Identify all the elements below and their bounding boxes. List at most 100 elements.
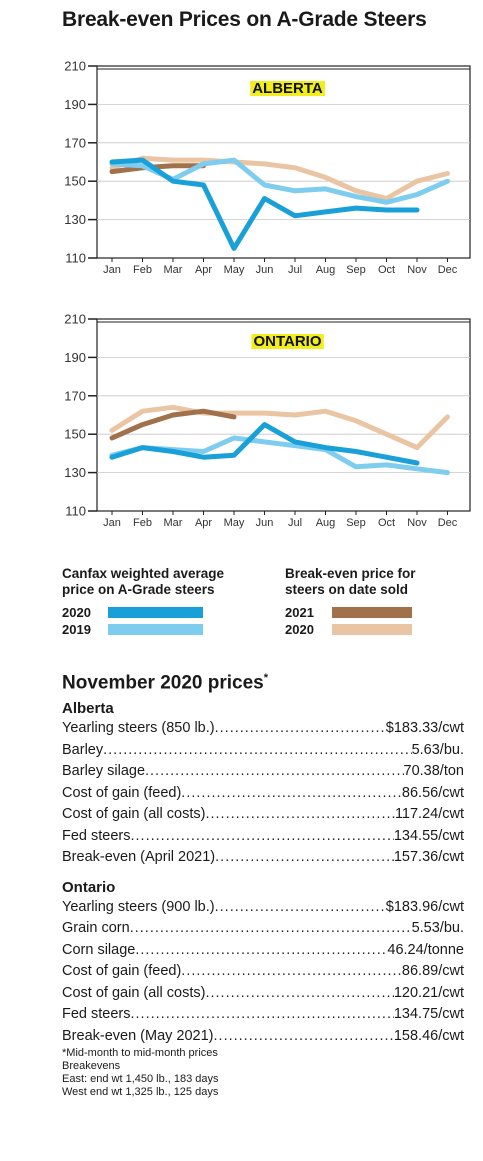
legend-swatch-breakeven-2020 [332, 624, 412, 635]
alberta-y-tick-label: 190 [64, 97, 86, 112]
price-value: 5.53/bu. [411, 920, 464, 937]
alberta-x-tick-label: Nov [407, 264, 427, 276]
leader-dots [131, 826, 394, 848]
legend-heading-canfax: Canfax weighted average price on A-Grade… [62, 566, 225, 597]
price-label: Grain corn [62, 920, 130, 937]
price-value: 134.75/cwt [393, 1006, 464, 1023]
ontario-x-tick-label: Sep [346, 517, 366, 529]
ontario-x-tick-label: Dec [438, 517, 458, 529]
leader-dots [130, 918, 412, 940]
ontario-plot-frame [96, 318, 471, 512]
ontario-chart: 110 130 150 170 190 210 Jan Feb Mar Apr May Jun Jul A… [64, 312, 471, 529]
leader-dots [181, 783, 402, 805]
alberta-chart: 110 130 150 170 190 210 Jan Feb Mar Apr May Jun Jul A… [64, 59, 471, 276]
alberta-y-tick-label: 170 [64, 135, 86, 150]
ontario-x-tick-label: Nov [407, 517, 427, 529]
prices-title: November 2020 prices* [62, 672, 464, 694]
leader-dots [215, 847, 394, 869]
ontario-x-tick-label: Oct [378, 517, 395, 529]
page-title: Break-even Prices on A-Grade Steers [62, 8, 427, 31]
leader-dots [205, 804, 394, 826]
price-row: Grain corn 5.53/bu. [62, 918, 464, 940]
ontario-x-tick-label: Jun [256, 517, 274, 529]
note-line: East: end wt 1,450 lb., 183 days [62, 1073, 219, 1086]
note-line: West end wt 1,325 lb., 125 days [62, 1086, 219, 1099]
legend-heading-breakeven: Break-even price for steers on date sold [285, 566, 416, 597]
alberta-x-tick-label: Apr [195, 264, 212, 276]
legend-label-canfax-2020: 2020 [62, 605, 91, 620]
ontario-series-2020-breakeven [109, 404, 450, 451]
legend-label-breakeven-2021: 2021 [285, 605, 314, 620]
price-label: Cost of gain (feed) [62, 784, 182, 801]
alberta-series-2021-breakeven [109, 163, 206, 175]
section-heading-alberta: Alberta [62, 700, 114, 718]
price-label: Fed steers [62, 1006, 131, 1023]
prices-title-mark: * [263, 672, 269, 684]
alberta-x-tick-label: Sep [346, 264, 366, 276]
price-value: 134.55/cwt [393, 827, 464, 844]
price-row: Cost of gain (feed) 86.89/cwt [62, 961, 464, 983]
price-value: 5.63/bu. [411, 741, 464, 758]
legend-swatch-breakeven-2021 [332, 607, 412, 618]
price-value: $183.33/cwt [385, 720, 464, 737]
alberta-x-tick-label: Jan [103, 264, 121, 276]
legend-label-canfax-2019: 2019 [62, 622, 91, 637]
leader-dots [145, 761, 404, 783]
ontario-y-tick-label: 150 [64, 427, 86, 442]
price-value: 86.56/cwt [401, 784, 464, 801]
note-line: *Mid-month to mid-month prices [62, 1047, 218, 1060]
leader-dots [135, 940, 387, 962]
price-label: Cost of gain (feed) [62, 963, 182, 980]
price-label: Break-even (April 2021) [62, 849, 216, 866]
price-row: Yearling steers (900 lb.) $183.96/cwt [62, 897, 464, 919]
prices-title-text: November 2020 prices [62, 672, 264, 694]
price-value: 158.46/cwt [393, 1027, 464, 1044]
price-value: 117.24/cwt [394, 806, 464, 823]
price-value: 157.36/cwt [393, 849, 464, 866]
price-row: Fed steers 134.55/cwt [62, 826, 464, 848]
alberta-x-tick-label: May [224, 264, 245, 276]
section-heading-ontario: Ontario [62, 878, 116, 896]
leader-dots [215, 718, 386, 740]
price-label: Corn silage [62, 941, 136, 958]
price-row: Break-even (May 2021) 158.46/cwt [62, 1026, 464, 1048]
legend-swatch-canfax-2019 [108, 624, 203, 635]
alberta-y-tick-label: 150 [64, 174, 86, 189]
price-value: 70.38/ton [403, 763, 464, 780]
alberta-x-tick-label: Oct [378, 264, 395, 276]
note-line: Breakevens [62, 1060, 121, 1073]
alberta-series-2020-canfax [109, 157, 420, 251]
price-value: 120.21/cwt [393, 984, 464, 1001]
ontario-x-tick-label: Aug [316, 517, 336, 529]
ontario-region-label: ONTARIO [253, 333, 321, 350]
price-row: Barley silage 70.38/ton [62, 761, 464, 783]
ontario-region-highlight [251, 334, 324, 349]
alberta-x-tick-label: Mar [164, 264, 183, 276]
leader-dots [205, 983, 393, 1005]
price-value: 46.24/tonne [387, 941, 464, 958]
price-label: Barley [62, 741, 104, 758]
ontario-x-tick-label: Apr [195, 517, 212, 529]
ontario-y-tick-label: 130 [64, 465, 86, 480]
ontario-y-tick-label: 190 [64, 350, 86, 365]
alberta-x-tick-label: Feb [133, 264, 152, 276]
price-value: 86.89/cwt [401, 963, 464, 980]
price-label: Barley silage [62, 763, 146, 780]
price-row: Cost of gain (all costs) 117.24/cwt [62, 804, 464, 826]
price-row: Cost of gain (all costs) 120.21/cwt [62, 983, 464, 1005]
leader-dots [181, 961, 402, 983]
price-row: Break-even (April 2021) 157.36/cwt [62, 847, 464, 869]
leader-dots [103, 740, 411, 762]
alberta-region-highlight [250, 81, 325, 96]
price-label: Cost of gain (all costs) [62, 806, 206, 823]
leader-dots [215, 897, 386, 919]
ontario-x-tick-label: Jan [103, 517, 121, 529]
alberta-x-tick-label: Jul [288, 264, 302, 276]
legend-label-breakeven-2020: 2020 [285, 622, 314, 637]
ontario-x-tick-label: Mar [164, 517, 183, 529]
price-row: Barley 5.63/bu. [62, 740, 464, 762]
alberta-series-2020-breakeven [109, 155, 450, 201]
price-value: $183.96/cwt [385, 898, 464, 915]
leader-dots [131, 1004, 394, 1026]
ontario-x-tick-label: May [224, 517, 245, 529]
